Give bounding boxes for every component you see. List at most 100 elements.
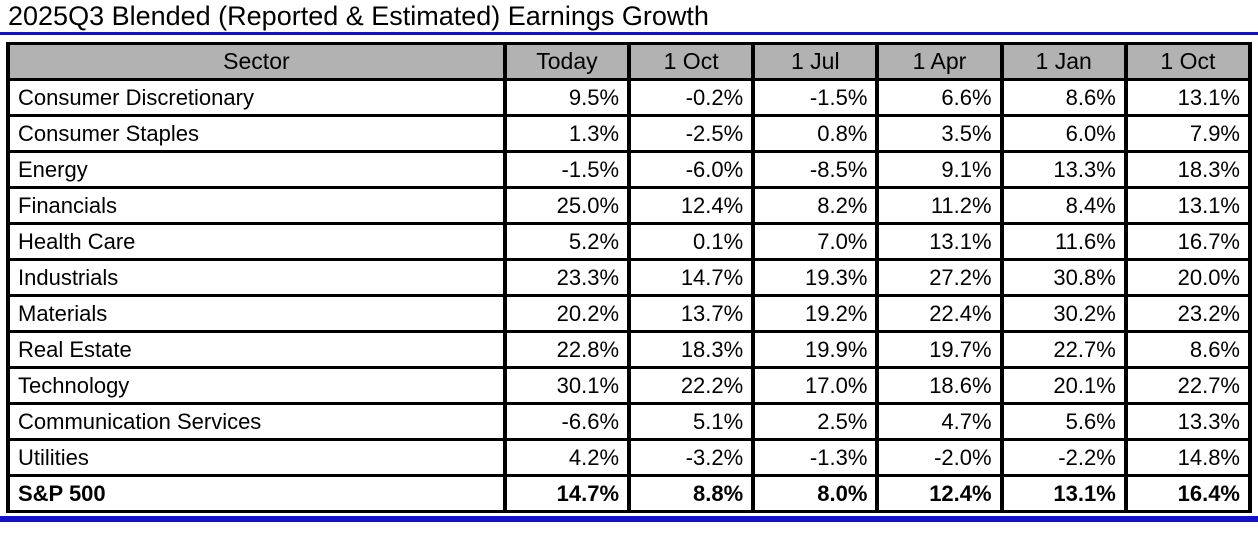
value-cell: -1.3% <box>751 438 880 477</box>
value-cell: 13.7% <box>627 294 756 333</box>
value-cell: 23.2% <box>1123 294 1253 333</box>
value-cell: 14.8% <box>1123 438 1253 477</box>
value-cell: -6.6% <box>502 402 632 441</box>
page-title: 2025Q3 Blended (Reported & Estimated) Ea… <box>8 1 709 31</box>
value-cell: 11.2% <box>875 186 1004 225</box>
value-cell: 8.6% <box>999 78 1128 117</box>
title-underline-rule <box>0 32 1258 35</box>
value-cell: 8.2% <box>751 186 880 225</box>
value-cell: 20.0% <box>1123 258 1253 297</box>
value-cell: 20.2% <box>502 294 632 333</box>
value-cell: 22.8% <box>502 330 632 369</box>
value-cell: -1.5% <box>502 150 632 189</box>
table-row: Utilities 4.2% -3.2% -1.3% -2.0% -2.2% 1… <box>6 438 1253 477</box>
value-cell: 5.1% <box>627 402 756 441</box>
value-cell: 23.3% <box>502 258 632 297</box>
value-cell: 13.1% <box>999 474 1128 513</box>
sector-cell: Utilities <box>6 438 507 477</box>
value-cell: 25.0% <box>502 186 632 225</box>
value-cell: 16.4% <box>1123 474 1253 513</box>
value-cell: 18.3% <box>1123 150 1253 189</box>
value-cell: 18.6% <box>875 366 1004 405</box>
value-cell: 22.7% <box>999 330 1128 369</box>
value-cell: 19.7% <box>875 330 1004 369</box>
column-header-1jan: 1 Jan <box>999 42 1128 81</box>
value-cell: 13.3% <box>1123 402 1253 441</box>
value-cell: 11.6% <box>999 222 1128 261</box>
value-cell: 22.4% <box>875 294 1004 333</box>
value-cell: 7.9% <box>1123 114 1253 153</box>
value-cell: 9.1% <box>875 150 1004 189</box>
value-cell: 19.3% <box>751 258 880 297</box>
value-cell: 1.3% <box>502 114 632 153</box>
value-cell: 13.1% <box>875 222 1004 261</box>
value-cell: 30.2% <box>999 294 1128 333</box>
value-cell: -6.0% <box>627 150 756 189</box>
value-cell: -2.2% <box>999 438 1128 477</box>
bottom-blue-rule <box>0 516 1258 522</box>
header-row: Sector Today 1 Oct 1 Jul 1 Apr 1 Jan 1 O… <box>6 42 1253 81</box>
sector-cell: Real Estate <box>6 330 507 369</box>
value-cell: 30.8% <box>999 258 1128 297</box>
table-row: Real Estate 22.8% 18.3% 19.9% 19.7% 22.7… <box>6 330 1253 369</box>
value-cell: -1.5% <box>751 78 880 117</box>
table-row: Energy -1.5% -6.0% -8.5% 9.1% 13.3% 18.3… <box>6 150 1253 189</box>
value-cell: 12.4% <box>875 474 1004 513</box>
sector-cell: S&P 500 <box>6 474 507 513</box>
value-cell: 22.7% <box>1123 366 1253 405</box>
value-cell: -2.5% <box>627 114 756 153</box>
value-cell: 19.2% <box>751 294 880 333</box>
value-cell: 8.0% <box>751 474 880 513</box>
value-cell: 14.7% <box>502 474 632 513</box>
value-cell: 8.6% <box>1123 330 1253 369</box>
value-cell: -2.0% <box>875 438 1004 477</box>
value-cell: 0.8% <box>751 114 880 153</box>
column-header-1jul: 1 Jul <box>751 42 880 81</box>
column-header-1oct: 1 Oct <box>627 42 756 81</box>
value-cell: 17.0% <box>751 366 880 405</box>
value-cell: 0.1% <box>627 222 756 261</box>
table-row: Consumer Staples 1.3% -2.5% 0.8% 3.5% 6.… <box>6 114 1253 153</box>
column-header-today: Today <box>502 42 632 81</box>
value-cell: 13.3% <box>999 150 1128 189</box>
table-row: Consumer Discretionary 9.5% -0.2% -1.5% … <box>6 78 1253 117</box>
value-cell: 27.2% <box>875 258 1004 297</box>
value-cell: 18.3% <box>627 330 756 369</box>
table-row: Technology 30.1% 22.2% 17.0% 18.6% 20.1%… <box>6 366 1253 405</box>
value-cell: 7.0% <box>751 222 880 261</box>
value-cell: 16.7% <box>1123 222 1253 261</box>
value-cell: 4.2% <box>502 438 632 477</box>
sector-cell: Health Care <box>6 222 507 261</box>
value-cell: -3.2% <box>627 438 756 477</box>
sector-cell: Energy <box>6 150 507 189</box>
value-cell: 4.7% <box>875 402 1004 441</box>
sector-cell: Financials <box>6 186 507 225</box>
column-header-1oct-prev: 1 Oct <box>1123 42 1253 81</box>
table-row-sp500-total: S&P 500 14.7% 8.8% 8.0% 12.4% 13.1% 16.4… <box>6 474 1253 513</box>
sector-cell: Consumer Discretionary <box>6 78 507 117</box>
value-cell: 30.1% <box>502 366 632 405</box>
value-cell: 13.1% <box>1123 78 1253 117</box>
sector-cell: Consumer Staples <box>6 114 507 153</box>
table-row: Communication Services -6.6% 5.1% 2.5% 4… <box>6 402 1253 441</box>
table-row: Financials 25.0% 12.4% 8.2% 11.2% 8.4% 1… <box>6 186 1253 225</box>
column-header-sector: Sector <box>6 42 507 81</box>
value-cell: 8.8% <box>627 474 756 513</box>
value-cell: 20.1% <box>999 366 1128 405</box>
value-cell: 8.4% <box>999 186 1128 225</box>
value-cell: 5.2% <box>502 222 632 261</box>
value-cell: 22.2% <box>627 366 756 405</box>
value-cell: 14.7% <box>627 258 756 297</box>
sector-cell: Industrials <box>6 258 507 297</box>
value-cell: 5.6% <box>999 402 1128 441</box>
value-cell: -8.5% <box>751 150 880 189</box>
column-header-1apr: 1 Apr <box>875 42 1004 81</box>
earnings-growth-table: Sector Today 1 Oct 1 Jul 1 Apr 1 Jan 1 O… <box>6 42 1253 513</box>
value-cell: 3.5% <box>875 114 1004 153</box>
sector-cell: Materials <box>6 294 507 333</box>
sector-cell: Technology <box>6 366 507 405</box>
value-cell: 9.5% <box>502 78 632 117</box>
value-cell: 6.6% <box>875 78 1004 117</box>
table-row: Materials 20.2% 13.7% 19.2% 22.4% 30.2% … <box>6 294 1253 333</box>
value-cell: 12.4% <box>627 186 756 225</box>
